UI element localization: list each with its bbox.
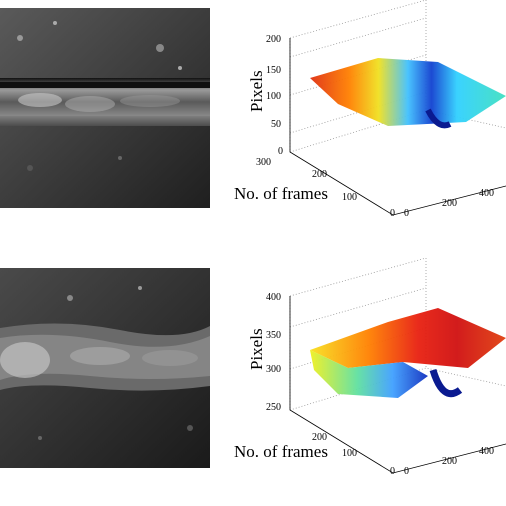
axes xyxy=(289,38,506,216)
z-axis-label: Pixels xyxy=(247,70,266,112)
z-tick: 350 xyxy=(266,330,281,341)
z-tick: 50 xyxy=(271,119,281,130)
z-tick: 400 xyxy=(266,292,281,303)
x-tick: 200 xyxy=(442,456,457,467)
z-tick: 250 xyxy=(266,402,281,413)
surface-plot-top: 200 150 100 50 0 300 200 100 0 0 200 400… xyxy=(234,0,506,219)
x-tick: 200 xyxy=(442,198,457,209)
surface xyxy=(310,58,506,126)
x-tick: 400 xyxy=(479,188,494,199)
y-tick: 0 xyxy=(390,208,395,219)
surface-upper xyxy=(310,308,506,368)
z-tick: 200 xyxy=(266,34,281,45)
y-axis-label: No. of frames xyxy=(234,184,328,203)
y-tick: 0 xyxy=(390,466,395,477)
z-tick: 150 xyxy=(266,65,281,76)
surface-plot-bottom: 400 350 300 250 200 100 0 0 200 400 Pixe… xyxy=(234,258,506,477)
x-tick: 0 xyxy=(404,208,409,219)
z-tick: 300 xyxy=(266,364,281,375)
y-tick: 100 xyxy=(342,192,357,203)
y-tick: 100 xyxy=(342,448,357,459)
y-tick: 200 xyxy=(312,169,327,180)
y-tick: 300 xyxy=(256,157,271,168)
surface-lower xyxy=(310,350,428,398)
y-axis-label: No. of frames xyxy=(234,442,328,461)
x-tick: 400 xyxy=(479,446,494,457)
weld-photo-bottom xyxy=(0,268,210,468)
axes xyxy=(289,296,506,474)
y-tick: 200 xyxy=(312,432,327,443)
weld-photo-top xyxy=(0,8,210,208)
z-tick: 0 xyxy=(278,146,283,157)
z-tick: 100 xyxy=(266,91,281,102)
x-tick: 0 xyxy=(404,466,409,477)
z-axis-label: Pixels xyxy=(247,328,266,370)
